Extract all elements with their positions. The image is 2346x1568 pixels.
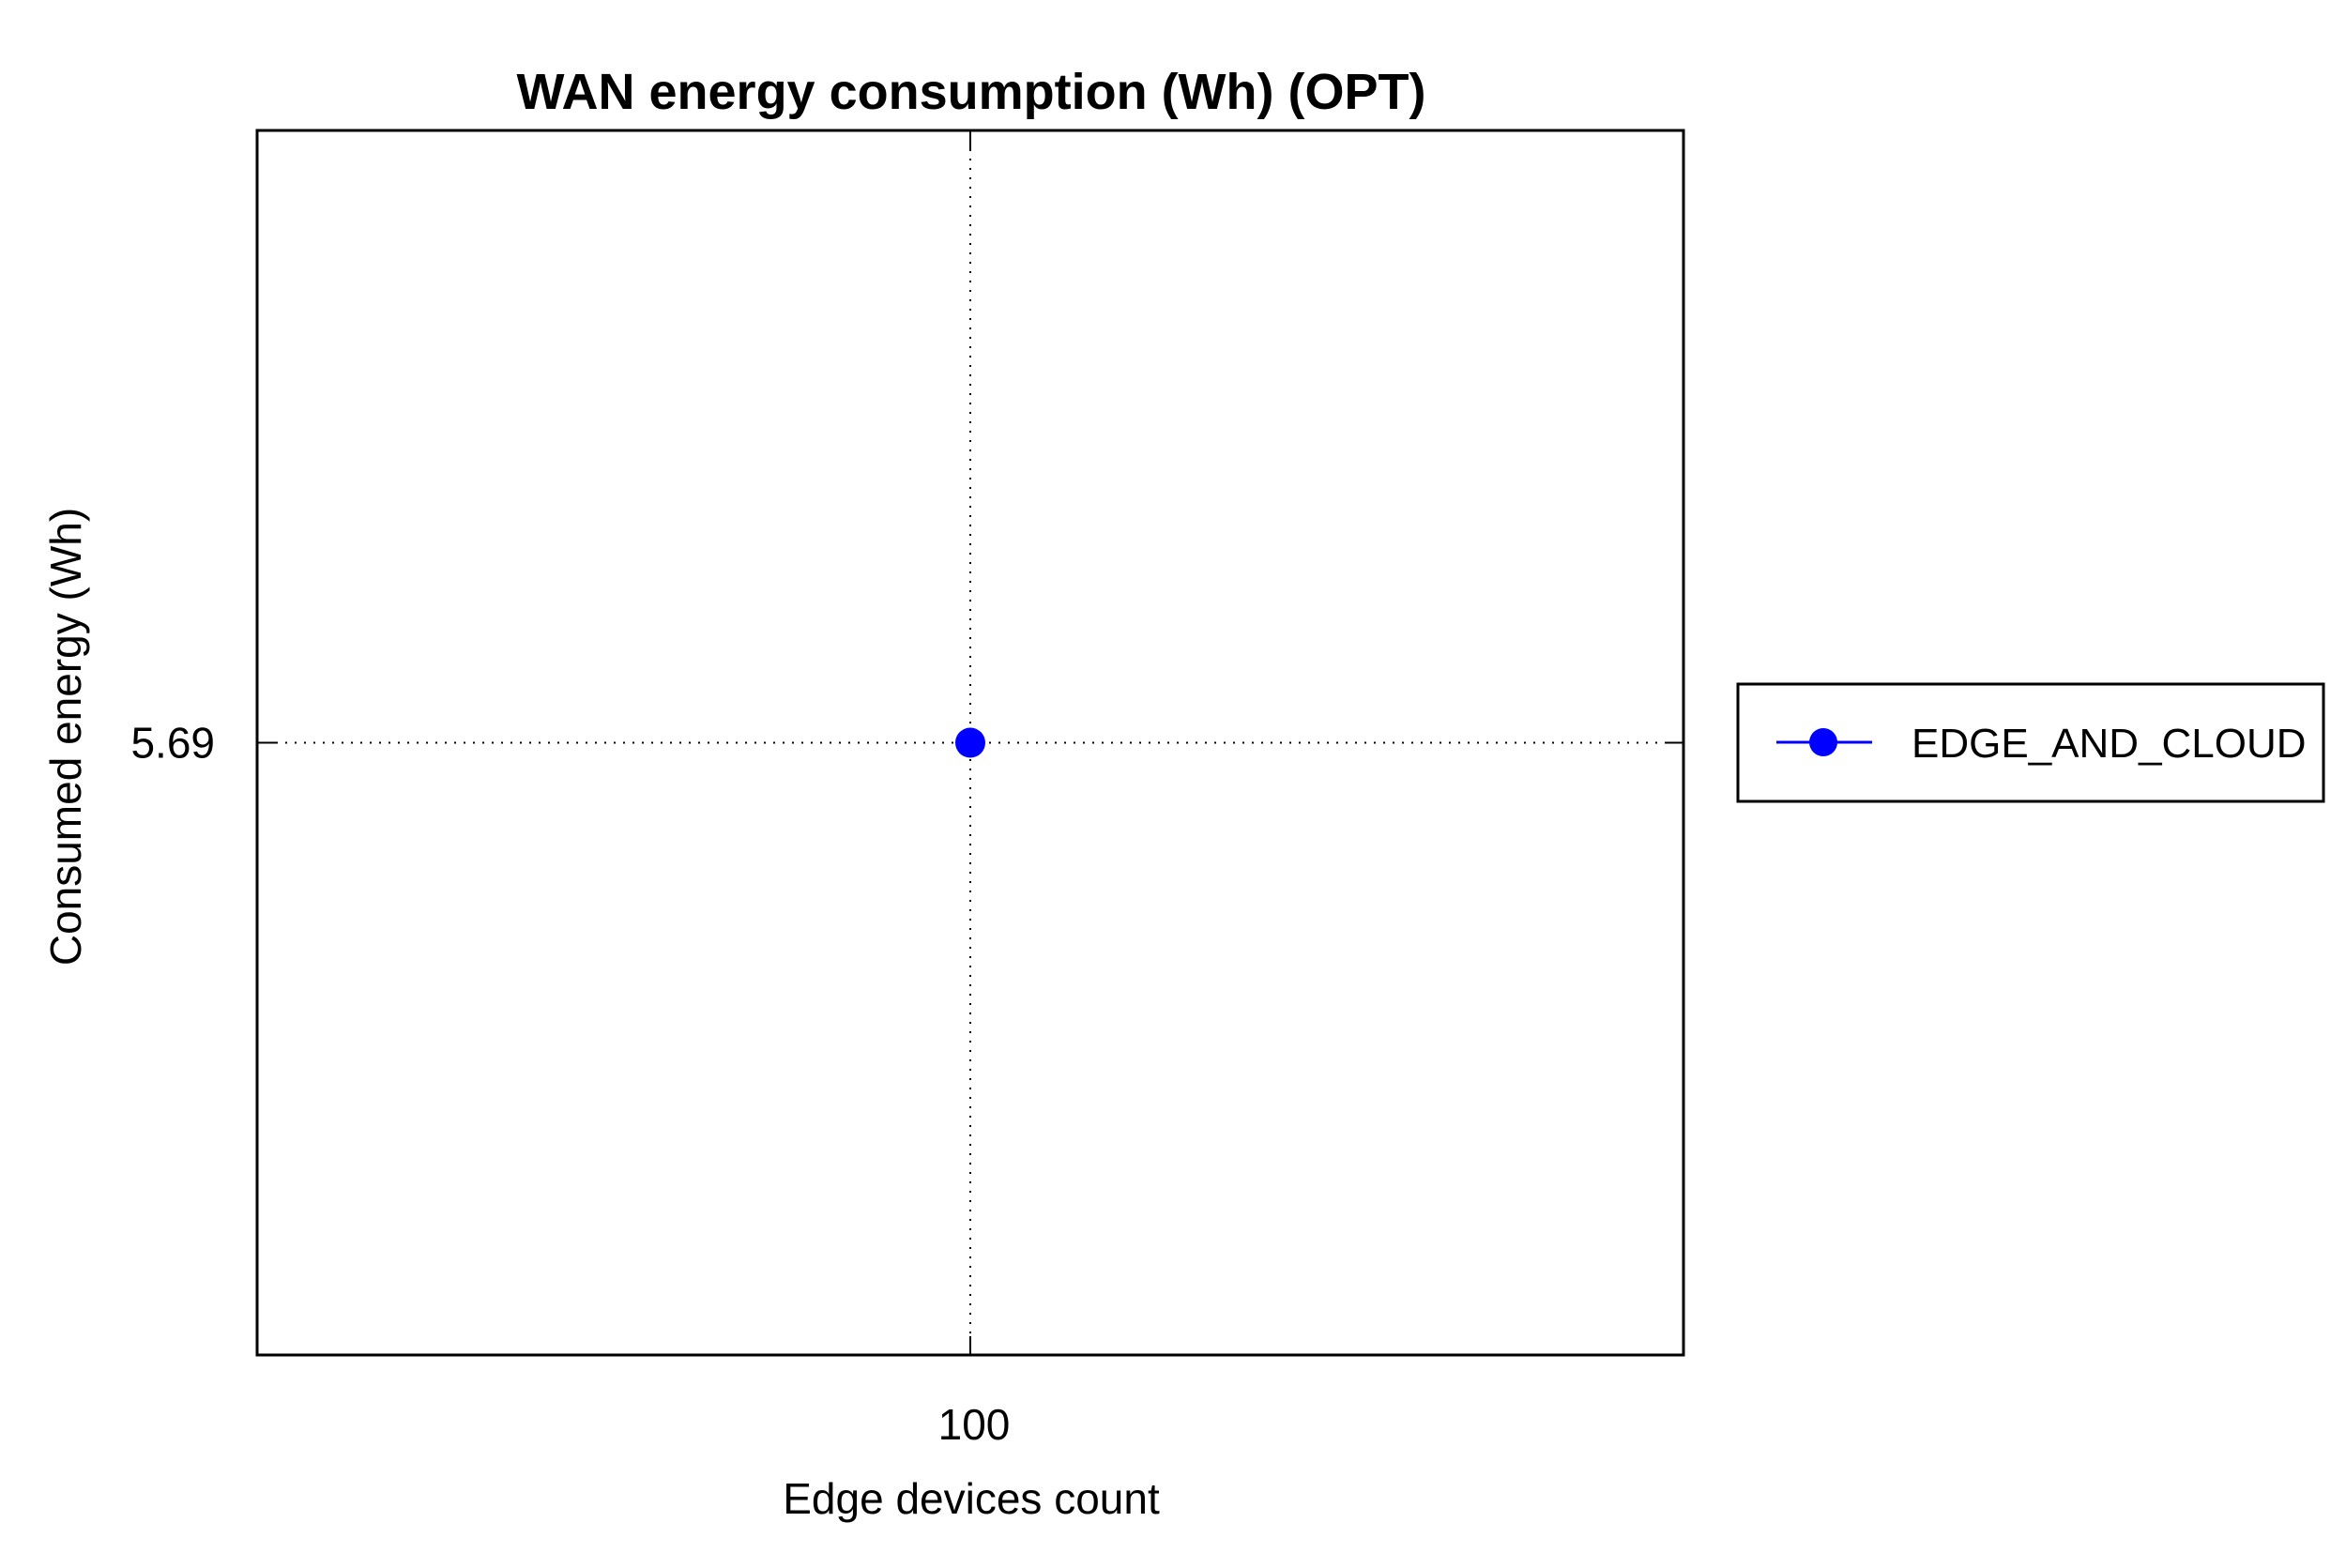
series-group [955,727,985,758]
y-tick-label: 5.69 [130,719,215,768]
legend: EDGE_AND_CLOUD [1736,682,2325,803]
x-tick-label: 100 [938,1400,1011,1449]
legend-label: EDGE_AND_CLOUD [1912,721,2307,767]
legend-marker [1809,728,1837,756]
x-axis-label: Edge devices count [783,1474,1160,1523]
chart-title: WAN energy consumption (Wh) (OPT) [517,64,1426,120]
y-axis-label: Consumed energy (Wh) [41,508,90,966]
data-point [955,727,985,758]
